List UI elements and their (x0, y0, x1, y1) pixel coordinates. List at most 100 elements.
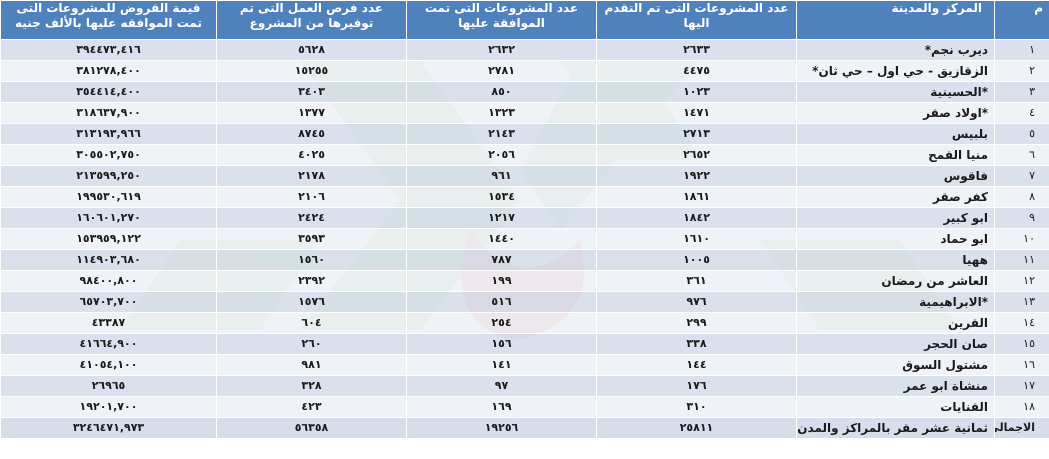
row-loans: ٣٠٥٥٠٢,٧٥٠ (0, 144, 217, 166)
header-city: المركز والمدينة (796, 0, 995, 40)
row-city: القنايات (796, 396, 995, 418)
row-approved: ٢٠٥٦ (406, 144, 597, 166)
row-submitted: ٢٧١٣ (596, 123, 797, 145)
row-loans: ٢٦٩٦٥ (0, 375, 217, 397)
row-city: ههيا (796, 249, 995, 271)
row-jobs: ٨٧٤٥ (216, 123, 407, 145)
header-loans: قيمة القروض للمشروعات التى تمت الموافقه … (0, 0, 217, 40)
row-jobs: ٩٨١ (216, 354, 407, 376)
row-city: ابو حماد (796, 228, 995, 250)
row-jobs: ٣٤٠٣ (216, 81, 407, 103)
row-approved: ١٣٢٣ (406, 102, 597, 124)
table-body: ١ ديرب نجم* ٢٦٣٣ ٢٦٣٢ ٥٦٢٨ ٣٩٤٤٧٣,٤١٦ ٢ الزقازي… (0, 39, 1049, 439)
row-loans: ١٦٠٦٠١,٢٧٠ (0, 207, 217, 229)
row-city: الزقازيق - حي اول – حي ثان* (796, 60, 995, 82)
table-header: م المركز والمدينة عدد المشروعات التى تم … (0, 0, 1049, 40)
row-city: *الحسينية (796, 81, 995, 103)
total-serial: الاجمالى (994, 417, 1049, 439)
table-row: ١٧ منشاة ابو عمر ١٧٦ ٩٧ ٣٢٨ ٢٦٩٦٥ (0, 375, 1049, 397)
row-serial: ٩ (994, 207, 1049, 229)
row-loans: ٣٩٤٤٧٣,٤١٦ (0, 39, 217, 61)
row-approved: ١٩٩ (406, 270, 597, 292)
row-jobs: ٤٠٢٥ (216, 144, 407, 166)
row-submitted: ٤٤٧٥ (596, 60, 797, 82)
row-city: القرين (796, 312, 995, 334)
row-serial: ٨ (994, 186, 1049, 208)
row-city: *اولاد صقر (796, 102, 995, 124)
row-approved: ٢١٤٣ (406, 123, 597, 145)
row-serial: ١٤ (994, 312, 1049, 334)
row-submitted: ١٨٦١ (596, 186, 797, 208)
row-approved: ٩٦١ (406, 165, 597, 187)
row-submitted: ٢٦٥٢ (596, 144, 797, 166)
row-loans: ٣٥٤٤١٤,٤٠٠ (0, 81, 217, 103)
row-city: مشتول السوق (796, 354, 995, 376)
row-submitted: ١٦١٠ (596, 228, 797, 250)
row-serial: ١٠ (994, 228, 1049, 250)
row-jobs: ٣٢٨ (216, 375, 407, 397)
table-row: ٤ *اولاد صقر ١٤٧١ ١٣٢٣ ١٣٧٧ ٣١٨٦٣٧,٩٠٠ (0, 102, 1049, 124)
row-loans: ٤١٦٦٤,٩٠٠ (0, 333, 217, 355)
row-approved: ١٤١ (406, 354, 597, 376)
row-loans: ١٩٩٥٣٠,٦١٩ (0, 186, 217, 208)
table-row: ١٠ ابو حماد ١٦١٠ ١٤٤٠ ٣٥٩٣ ١٥٣٩٥٩,١٢٢ (0, 228, 1049, 250)
row-serial: ١ (994, 39, 1049, 61)
row-city: ابو كبير (796, 207, 995, 229)
row-jobs: ٢٦٠ (216, 333, 407, 355)
table-row: ٨ كفر صقر ١٨٦١ ١٥٣٤ ٢١٠٦ ١٩٩٥٣٠,٦١٩ (0, 186, 1049, 208)
row-approved: ٥١٦ (406, 291, 597, 313)
table-row: ١ ديرب نجم* ٢٦٣٣ ٢٦٣٢ ٥٦٢٨ ٣٩٤٤٧٣,٤١٦ (0, 39, 1049, 61)
row-loans: ٣٨١٢٧٨,٤٠٠ (0, 60, 217, 82)
table-row: ١٥ صان الحجر ٣٣٨ ١٥٦ ٢٦٠ ٤١٦٦٤,٩٠٠ (0, 333, 1049, 355)
row-jobs: ١٥٧٦ (216, 291, 407, 313)
row-loans: ١٥٣٩٥٩,١٢٢ (0, 228, 217, 250)
row-city: صان الحجر (796, 333, 995, 355)
row-jobs: ١٣٧٧ (216, 102, 407, 124)
row-loans: ٦٥٧٠٣,٧٠٠ (0, 291, 217, 313)
row-submitted: ١٠٢٣ (596, 81, 797, 103)
table-row: ١٣ *الابراهيمية ٩٧٦ ٥١٦ ١٥٧٦ ٦٥٧٠٣,٧٠٠ (0, 291, 1049, 313)
row-approved: ١٥٣٤ (406, 186, 597, 208)
row-serial: ١٥ (994, 333, 1049, 355)
row-serial: ٣ (994, 81, 1049, 103)
row-city: كفر صقر (796, 186, 995, 208)
row-submitted: ٢٦٣٣ (596, 39, 797, 61)
table-row: ٧ فاقوس ١٩٢٢ ٩٦١ ٢١٧٨ ٢١٣٥٩٩,٢٥٠ (0, 165, 1049, 187)
row-submitted: ١٤٤ (596, 354, 797, 376)
row-loans: ٤١٠٥٤,١٠٠ (0, 354, 217, 376)
row-jobs: ١٥٢٥٥ (216, 60, 407, 82)
row-submitted: ٩٧٦ (596, 291, 797, 313)
row-approved: ٩٧ (406, 375, 597, 397)
row-serial: ١٧ (994, 375, 1049, 397)
row-submitted: ١٤٧١ (596, 102, 797, 124)
row-serial: ١٦ (994, 354, 1049, 376)
header-jobs: عدد فرص العمل التى تم توفيرها من المشروع (216, 0, 407, 40)
total-row: الاجمالىثمانية عشر مقر بالمراكز والمدن٢٥… (0, 417, 1049, 439)
row-jobs: ٢٣٩٢ (216, 270, 407, 292)
row-submitted: ٣٦١ (596, 270, 797, 292)
row-serial: ٦ (994, 144, 1049, 166)
row-approved: ١٢١٧ (406, 207, 597, 229)
header-submitted: عدد المشروعات التى تم التقدم اليها (596, 0, 797, 40)
row-approved: ٢٦٣٢ (406, 39, 597, 61)
row-serial: ٥ (994, 123, 1049, 145)
row-city: ديرب نجم* (796, 39, 995, 61)
total-city: ثمانية عشر مقر بالمراكز والمدن (796, 417, 995, 439)
table-row: ١٤ القرين ٢٩٩ ٢٥٤ ٦٠٤ ٤٣٣٨٧ (0, 312, 1049, 334)
row-jobs: ١٥٦٠ (216, 249, 407, 271)
table-row: ١٢ العاشر من رمضان ٣٦١ ١٩٩ ٢٣٩٢ ٩٨٤٠٠,٨٠٠ (0, 270, 1049, 292)
row-submitted: ٣١٠ (596, 396, 797, 418)
row-approved: ٧٨٧ (406, 249, 597, 271)
table-row: ٩ ابو كبير ١٨٤٢ ١٢١٧ ٢٤٢٤ ١٦٠٦٠١,٢٧٠ (0, 207, 1049, 229)
row-city: فاقوس (796, 165, 995, 187)
header-serial: م (994, 0, 1049, 40)
table-row: ٦ منيا القمح ٢٦٥٢ ٢٠٥٦ ٤٠٢٥ ٣٠٥٥٠٢,٧٥٠ (0, 144, 1049, 166)
row-serial: ١١ (994, 249, 1049, 271)
row-loans: ٤٣٣٨٧ (0, 312, 217, 334)
total-jobs: ٥٦٣٥٨ (216, 417, 407, 439)
total-submitted: ٢٥٨١١ (596, 417, 797, 439)
row-submitted: ٢٩٩ (596, 312, 797, 334)
row-loans: ٣١٨٦٣٧,٩٠٠ (0, 102, 217, 124)
row-jobs: ٣٥٩٣ (216, 228, 407, 250)
row-city: *الابراهيمية (796, 291, 995, 313)
